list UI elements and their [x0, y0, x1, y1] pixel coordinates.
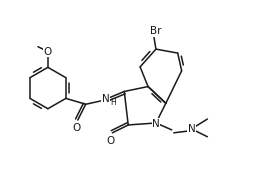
Text: N: N	[101, 94, 109, 104]
Text: Br: Br	[150, 26, 162, 36]
Text: H: H	[111, 98, 116, 107]
Text: N: N	[152, 119, 160, 129]
Text: O: O	[44, 47, 52, 57]
Text: N: N	[188, 124, 195, 134]
Text: O: O	[106, 136, 114, 146]
Text: O: O	[73, 123, 81, 133]
